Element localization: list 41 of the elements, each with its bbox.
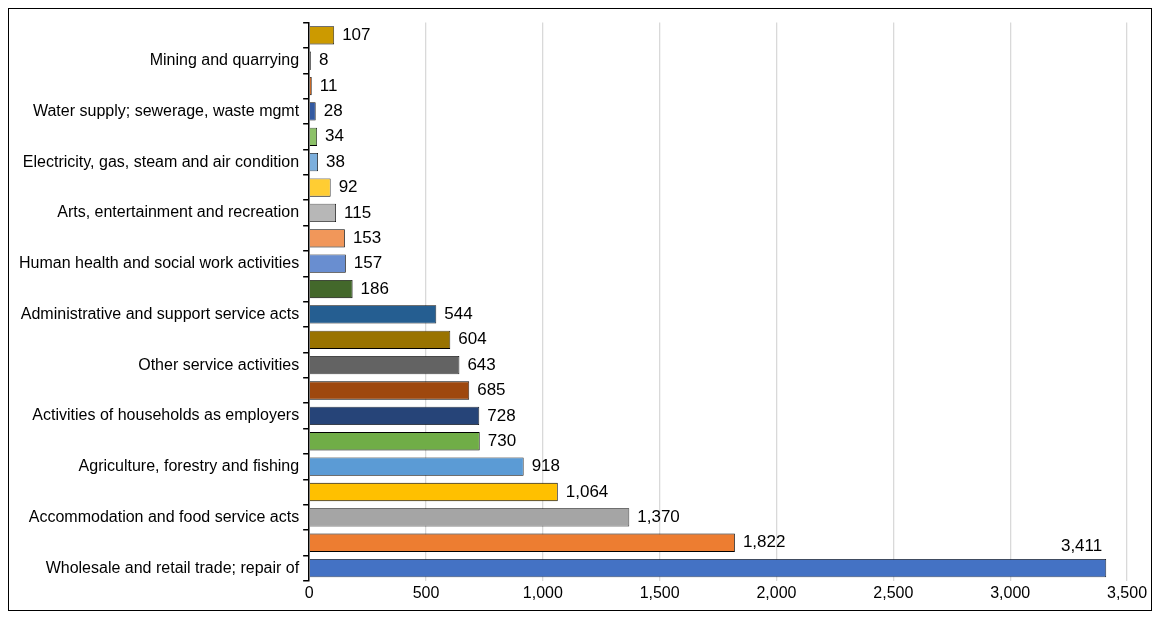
- data-label: 1,370: [637, 507, 680, 527]
- data-label: 544: [444, 304, 473, 324]
- data-label: 730: [487, 430, 517, 450]
- data-label: 11: [319, 75, 338, 95]
- data-label: 8: [319, 50, 329, 70]
- data-label: 643: [467, 354, 496, 374]
- data-label: 3,411: [1060, 535, 1103, 555]
- data-label: 34: [325, 126, 344, 146]
- y-tick-label: Mining and quarrying: [149, 51, 300, 69]
- x-tick-label: 1,000: [522, 583, 563, 601]
- x-tick-label: 3,500: [1106, 583, 1148, 601]
- y-tick-label: Activities of households as employers: [32, 406, 300, 424]
- data-label: 604: [458, 329, 487, 349]
- data-label: 38: [326, 151, 345, 171]
- y-tick-label: Other service activities: [138, 355, 300, 373]
- data-label: 186: [360, 278, 389, 298]
- data-label: 115: [344, 202, 372, 222]
- data-label: 28: [323, 101, 343, 121]
- y-tick-label: Wholesale and retail trade; repair of: [45, 558, 300, 576]
- y-tick-label: Human health and social work activities: [18, 254, 300, 272]
- y-tick-label: Accommodation and food service acts: [28, 507, 300, 525]
- data-label: 92: [338, 177, 358, 197]
- y-tick-label: Arts, entertainment and recreation: [57, 203, 300, 221]
- y-tick-label: Electricity, gas, steam and air condition: [22, 152, 300, 170]
- y-tick-label: Administrative and support service acts: [20, 304, 300, 322]
- data-label: 153: [352, 227, 382, 247]
- data-label: 157: [353, 253, 383, 273]
- x-tick-label: 500: [412, 583, 440, 601]
- y-tick-label: Agriculture, forestry and fishing: [78, 457, 300, 475]
- x-tick-label: 0: [304, 583, 314, 601]
- data-label: 728: [487, 405, 516, 425]
- x-tick-label: 3,000: [990, 583, 1031, 601]
- y-tick-label: Water supply; sewerage, waste mgmt: [32, 101, 300, 119]
- x-tick-label: 2,000: [756, 583, 797, 601]
- data-label: 107: [342, 24, 371, 44]
- data-label: 1,822: [742, 532, 786, 552]
- data-label: 685: [477, 380, 506, 400]
- x-tick-label: 2,500: [873, 583, 914, 601]
- x-tick-label: 1,500: [639, 583, 680, 601]
- data-label: 918: [531, 456, 561, 476]
- data-label: 1,064: [565, 481, 609, 501]
